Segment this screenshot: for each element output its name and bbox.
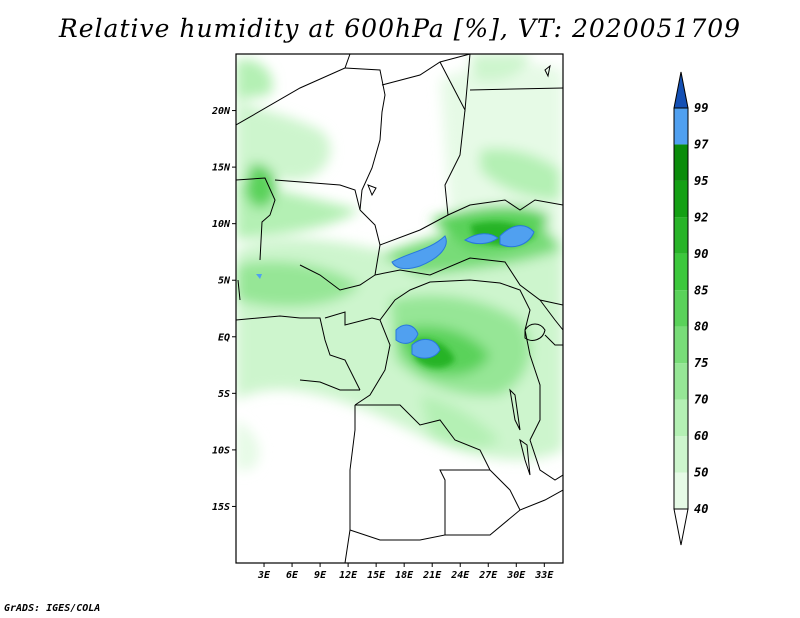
lat-tick-label: 10N [212, 219, 231, 230]
lat-tick-label: EQ [218, 332, 230, 343]
colorbar-segment [674, 144, 688, 181]
colorbar-label: 95 [694, 174, 708, 188]
colorbar-segment [674, 217, 688, 254]
lon-tick-label: 27E [478, 570, 498, 581]
colorbar-segment [674, 290, 688, 327]
lat-tick-label: 5S [218, 389, 230, 400]
colorbar: 40 50 60 70 75 80 85 90 92 95 97 99 [673, 71, 709, 546]
lakes [367, 64, 551, 476]
colorbar-bottom-triangle [673, 508, 689, 546]
lon-tick-label: 18E [395, 570, 414, 581]
lon-tick-label: 9E [314, 570, 327, 581]
colorbar-label: 40 [694, 502, 708, 516]
colorbar-label: 97 [694, 137, 709, 151]
colorbar-segment [674, 363, 688, 400]
humidity-field [236, 54, 563, 563]
lon-tick-label: 6E [286, 570, 299, 581]
colorbar-segment [674, 180, 688, 218]
colorbar-label: 75 [694, 356, 708, 370]
lon-tick-label: 12E [339, 570, 358, 581]
grads-credit: GrADS: IGES/COLA [4, 603, 101, 614]
colorbar-label: 60 [694, 429, 708, 443]
longitude-axis: 3E 6E 9E 12E 15E 18E 21E 24E 27E 30E 33E [257, 563, 554, 581]
colorbar-label: 70 [694, 393, 708, 407]
colorbar-label: 92 [694, 210, 708, 224]
map-frame [235, 53, 564, 564]
lat-tick-label: 10S [212, 445, 230, 456]
colorbar-label: 50 [694, 466, 708, 480]
colorbar-segment [674, 399, 688, 437]
chart-title: Relative humidity at 600hPa [%], VT: 202… [58, 14, 742, 43]
lat-tick-label: 5N [218, 276, 231, 287]
lon-tick-label: 33E [534, 570, 554, 581]
lat-tick-label: 15N [212, 163, 231, 174]
lon-tick-label: 30E [506, 570, 526, 581]
lat-tick-label: 15S [212, 502, 230, 513]
lon-tick-label: 24E [450, 570, 470, 581]
colorbar-label: 85 [694, 283, 708, 297]
colorbar-segment [674, 108, 688, 145]
colorbar-frame [673, 107, 689, 510]
country-borders [236, 54, 563, 563]
colorbar-segment [674, 436, 688, 473]
colorbar-segment [674, 326, 688, 364]
colorbar-label: 80 [694, 320, 708, 334]
lon-tick-label: 21E [422, 570, 442, 581]
lon-tick-label: 3E [257, 570, 271, 581]
colorbar-segment [674, 472, 688, 509]
lon-tick-label: 15E [367, 570, 386, 581]
colorbar-label: 90 [694, 247, 708, 261]
colorbar-segment [674, 253, 688, 291]
lat-tick-label: 20N [211, 106, 231, 117]
colorbar-label: 99 [694, 101, 708, 115]
latitude-axis: 20N 15N 10N 5N EQ 5S 10S 15S [211, 106, 236, 513]
colorbar-top-triangle [673, 71, 689, 109]
